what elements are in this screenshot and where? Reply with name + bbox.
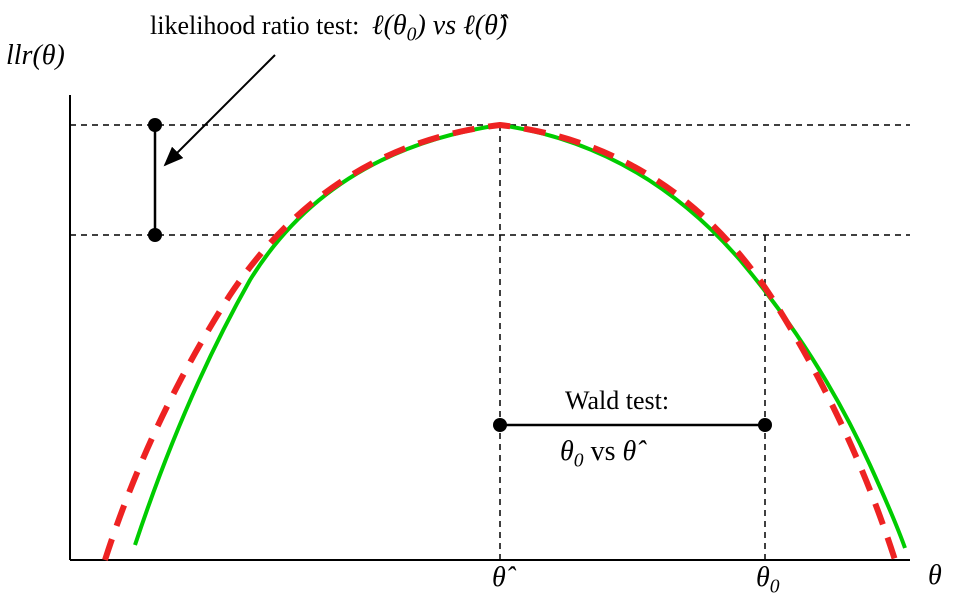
wald-math-label: θ0 vs θ̂ xyxy=(560,436,636,473)
x-axis-label: θ xyxy=(928,560,942,592)
wald-title-label: Wald test: xyxy=(565,386,669,416)
wald-right-marker xyxy=(758,418,772,432)
lrt-upper-marker xyxy=(148,118,162,132)
green-curve xyxy=(135,125,905,548)
lrt-lower-marker xyxy=(148,228,162,242)
red-dashed-curve xyxy=(105,125,895,560)
y-axis-label: llr(θ) xyxy=(6,40,65,72)
lrt-arrow xyxy=(165,55,275,165)
theta-0-axis-label: θ0 xyxy=(756,562,780,599)
lrt-label: likelihood ratio test: ℓ(θ0) vs ℓ(θ̂) xyxy=(150,10,507,47)
wald-left-marker xyxy=(493,418,507,432)
theta-hat-axis-label: θ̂ xyxy=(492,562,506,594)
